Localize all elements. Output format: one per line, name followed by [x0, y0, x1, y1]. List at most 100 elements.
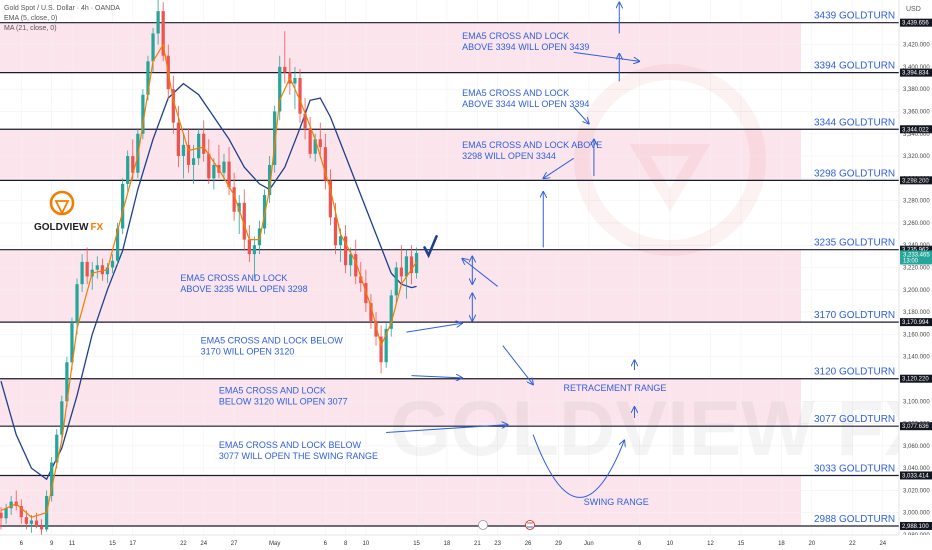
- x-tick-label-10: 8: [344, 541, 348, 547]
- checkmark-icon: [423, 234, 438, 259]
- level-price-tag-text-8: 3,033.414: [902, 473, 929, 479]
- price-axis-background: [899, 0, 932, 550]
- x-tick-label-26: 24: [879, 541, 886, 547]
- logo-text: GOLDVIEW FX: [34, 222, 104, 233]
- candle-body-4: [19, 506, 23, 518]
- x-tick-label-5: 22: [180, 541, 187, 547]
- y-tick-label-17: 3,060.000: [903, 444, 930, 450]
- arrows-layer: [386, 2, 639, 498]
- candle-body-59: [298, 78, 302, 114]
- annotation-3: EMA5 CROSS AND LOCK ABOVE 3235 WILL OPEN …: [180, 273, 307, 294]
- x-tick-label-12: 15: [413, 541, 420, 547]
- annotation-2-line-1: 3298 WILL OPEN 3344: [462, 151, 556, 161]
- x-tick-label-25: 22: [849, 541, 856, 547]
- level-label-6: 3120 GOLDTURN: [814, 367, 895, 378]
- x-tick-label-0: 6: [20, 541, 24, 547]
- candle-body-19: [95, 265, 99, 270]
- price-axis[interactable]: [898, 0, 932, 550]
- annotation-3-line-1: ABOVE 3235 WILL OPEN 3298: [180, 284, 307, 294]
- candle-body-30: [151, 33, 155, 62]
- candle-body-31: [156, 11, 160, 34]
- candle-body-15: [75, 284, 79, 324]
- annotation-2: EMA5 CROSS AND LOCK ABOVE 3298 WILL OPEN …: [462, 140, 602, 161]
- level-label-7: 3077 GOLDTURN: [814, 414, 895, 425]
- y-tick-label-15: 3,100.000: [903, 399, 930, 405]
- x-tick-label-21: 12: [707, 541, 714, 547]
- current-price-value: 3,233.465: [903, 252, 930, 258]
- annotation-5-line-0: EMA5 CROSS AND LOCK: [219, 385, 326, 395]
- annotation-0-line-0: EMA5 CROSS AND LOCK: [462, 31, 569, 41]
- level-lines-layer: [0, 22, 899, 527]
- candle-body-46: [232, 187, 236, 212]
- candles-layer: [0, 0, 419, 538]
- level-price-tag-text-1: 3,394.834: [902, 71, 929, 77]
- goldview-logo: GOLDVIEW FX: [34, 190, 104, 233]
- current-price-countdown: 13:00: [903, 258, 919, 264]
- candle-body-6: [29, 520, 34, 524]
- level-label-4: 3235 GOLDTURN: [814, 238, 895, 249]
- y-tick-label-7: 3,280.000: [903, 199, 930, 205]
- y-tick-label-3: 3,360.000: [903, 109, 930, 115]
- candle-body-78: [394, 267, 398, 296]
- annotation-0-line-1: ABOVE 3394 WILL OPEN 3439: [462, 42, 589, 52]
- y-tick-label-14: 3,140.000: [903, 355, 930, 361]
- candle-body-61: [308, 128, 312, 154]
- candle-body-34: [171, 89, 175, 123]
- ma21-layer: [0, 82, 417, 481]
- y-tick-label-4: 3,340.000: [903, 132, 930, 138]
- annotation-6-line-0: EMA5 CROSS AND LOCK BELOW: [219, 440, 362, 450]
- event-marker-icon[interactable]: [478, 520, 488, 530]
- y-tick-label-12: 3,180.000: [903, 310, 930, 316]
- x-tick-label-9: 6: [324, 541, 328, 547]
- candle-body-32: [161, 11, 165, 56]
- candle-body-2: [9, 501, 13, 509]
- logo-text-main: GOLDVIEW: [34, 222, 89, 233]
- time-axis[interactable]: [0, 534, 932, 550]
- candle-body-50: [252, 245, 257, 255]
- annotation-1-line-1: ABOVE 3344 WILL OPEN 3394: [462, 99, 589, 109]
- x-tick-label-16: 26: [525, 541, 532, 547]
- level-label-0: 3439 GOLDTURN: [814, 11, 895, 22]
- candle-body-14: [70, 323, 74, 363]
- projection-arrow-4: [406, 323, 462, 333]
- currency-label: USD: [906, 6, 921, 13]
- projection-arrow-1: [573, 106, 589, 124]
- us-flag-icon[interactable]: [525, 520, 535, 530]
- candle-body-82: [414, 253, 419, 274]
- logo-v-icon: [54, 200, 70, 216]
- annotation-4-line-0: EMA5 CROSS AND LOCK BELOW: [201, 335, 344, 345]
- candle-body-65: [328, 180, 333, 218]
- projection-arrow-6: [386, 425, 508, 433]
- ma-legend[interactable]: MA (21, close, 0): [4, 25, 57, 32]
- level-price-tag-2: [900, 125, 932, 134]
- level-price-tag-text-6: 3,120.220: [902, 377, 929, 383]
- x-tick-label-19: 6: [638, 541, 642, 547]
- projection-arrow-5: [411, 376, 462, 378]
- annotation-7: RETRACEMENT RANGE: [564, 383, 667, 393]
- swing-range-curve: [532, 434, 624, 498]
- ma21-line: [0, 82, 417, 481]
- candle-body-47: [237, 202, 241, 212]
- level-label-5: 3170 GOLDTURN: [814, 310, 895, 321]
- watermark-text: GOLDVIEW FX: [390, 384, 932, 472]
- candle-body-41: [207, 153, 211, 179]
- level-price-tag-8: [900, 471, 932, 480]
- candle-body-8: [39, 526, 44, 530]
- ema-legend[interactable]: EMA (5, close, 0): [4, 15, 57, 22]
- candle-body-35: [176, 122, 181, 157]
- candle-body-36: [181, 144, 186, 157]
- candle-body-45: [227, 161, 231, 188]
- grid-layer: [0, 0, 899, 536]
- candle-body-79: [399, 267, 403, 277]
- candle-body-55: [278, 66, 282, 112]
- candle-body-38: [191, 158, 196, 165]
- x-tick-label-23: 18: [778, 541, 785, 547]
- x-tick-label-4: 17: [129, 541, 136, 547]
- y-tick-label-2: 3,380.000: [903, 87, 930, 93]
- level-price-tag-4: [900, 245, 932, 254]
- candle-body-54: [273, 111, 277, 165]
- x-tick-label-17: 29: [555, 541, 562, 547]
- x-tick-label-2: 11: [69, 541, 76, 547]
